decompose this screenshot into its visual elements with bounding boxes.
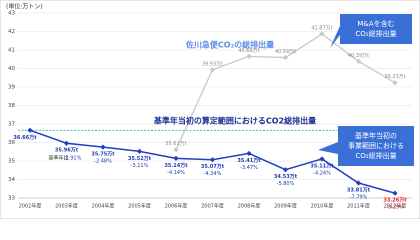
x-tick-label: 2004年度: [92, 203, 115, 210]
marker: [209, 67, 216, 73]
marker: [392, 190, 398, 196]
value-label: 40.39万t: [348, 53, 369, 59]
value-label: 35.07万t: [201, 163, 225, 170]
value-label: 39.93万t: [202, 61, 223, 67]
marker: [63, 140, 70, 146]
change-label: -3.47%: [240, 165, 258, 171]
change-label: -5.80%: [277, 181, 295, 187]
value-label: 35.41万t: [237, 157, 261, 164]
value-label: 39.23万t: [384, 74, 405, 80]
value-label: 35.52万t: [128, 155, 152, 162]
value-label: 40.59万t: [275, 49, 296, 55]
y-tick-label: 34: [8, 177, 15, 183]
change-label: -7.79%: [350, 195, 368, 201]
change-label: -4.14%: [167, 170, 185, 176]
callout-text: 基準年当初の: [355, 131, 397, 140]
x-tick-label: 2012年度: [384, 203, 407, 210]
marker: [282, 54, 289, 61]
change-label: -1.91%: [64, 156, 82, 162]
change-label: -4.34%: [204, 171, 222, 177]
value-label: 35.75万t: [91, 151, 115, 158]
marker: [319, 156, 325, 162]
y-tick-label: 43: [8, 11, 15, 17]
marker: [173, 147, 179, 153]
y-tick-label: 33: [8, 196, 15, 202]
marker: [27, 127, 33, 133]
marker: [355, 180, 362, 186]
y-tick-label: 37: [8, 122, 15, 128]
y-tick-label: 35: [8, 159, 15, 165]
y-tick-label: 38: [8, 103, 15, 109]
value-label: 41.87万t: [311, 25, 332, 31]
legend-entry: 基準年当初の算定範囲におけるCO2総排出量: [153, 116, 316, 126]
x-tick-label: 2008年度: [238, 203, 261, 210]
change-label: -2.48%: [94, 159, 112, 165]
legend-entry: 佐川急便CO₂の総排出量: [185, 40, 274, 50]
value-label: 40.66万t: [238, 48, 259, 54]
x-tick-label: 2002年度: [19, 203, 42, 210]
callout-box: [318, 126, 414, 166]
unit-label: (単位:万トン): [6, 3, 43, 11]
change-note: 基準年比: [48, 155, 68, 162]
value-label: 35.14万t: [164, 162, 188, 169]
x-tick-label: 2005年度: [128, 203, 151, 210]
marker: [355, 58, 362, 64]
x-tick-label: 2009年度: [274, 203, 297, 210]
callout-text: CO₂総排出量: [355, 29, 396, 38]
marker: [209, 157, 216, 163]
value-label: 36.66万t: [13, 134, 37, 141]
value-label: 34.53万t: [274, 173, 298, 180]
marker: [246, 150, 252, 157]
x-tick-label: 2010年度: [311, 203, 334, 210]
change-label: -3.11%: [131, 163, 149, 169]
callout-text: CO₂総排出量: [355, 151, 396, 160]
x-tick-label: 2006年度: [165, 203, 188, 210]
marker: [136, 148, 143, 154]
marker: [392, 80, 398, 86]
value-label: 33.81万t: [347, 187, 371, 194]
callout-text: 事業範囲における: [348, 141, 404, 150]
marker: [282, 167, 289, 173]
value-label: 35.61万t: [165, 141, 186, 147]
marker: [100, 144, 106, 150]
y-tick-label: 41: [8, 48, 15, 54]
change-label: -9.29%: [386, 205, 404, 211]
marker: [173, 155, 179, 162]
value-label: 33.26万t: [383, 197, 407, 204]
marker: [319, 31, 325, 37]
y-tick-label: 39: [8, 85, 15, 91]
value-label: 35.11万t: [310, 162, 334, 169]
callout-text: M&Aを含む: [357, 19, 394, 28]
marker: [246, 53, 252, 59]
x-tick-label: 2003年度: [55, 203, 78, 210]
callout-box: [330, 14, 412, 48]
y-tick-label: 40: [8, 66, 15, 72]
y-tick-label: 36: [8, 140, 15, 146]
change-label: -4.24%: [313, 170, 331, 176]
value-label: 35.96万t: [55, 147, 79, 154]
x-tick-label: 2007年度: [201, 203, 224, 210]
y-tick-label: 42: [8, 29, 15, 35]
x-tick-label: 2011年度: [347, 203, 370, 210]
chart: (単位:万トン) 33 34 35 36 37 38 39 40 41 42 43 2002年度 200…: [0, 0, 420, 219]
